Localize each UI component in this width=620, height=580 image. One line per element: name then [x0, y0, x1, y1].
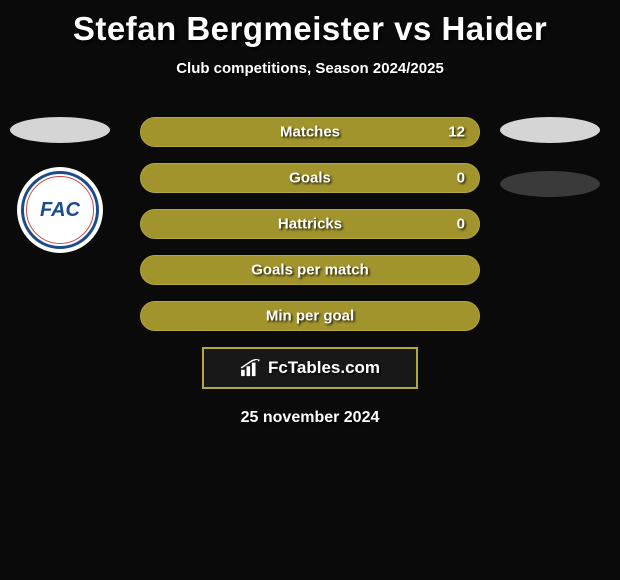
left-player-photo-placeholder — [10, 117, 110, 143]
brand-text: FcTables.com — [268, 358, 380, 378]
stat-bar-hattricks: Hattricks 0 — [140, 209, 480, 239]
stat-label: Goals per match — [251, 262, 369, 279]
stat-label: Min per goal — [266, 308, 354, 325]
stat-label: Hattricks — [278, 216, 342, 233]
left-club-logo: FAC — [17, 167, 103, 253]
left-player-column: FAC — [10, 117, 110, 253]
left-club-logo-text: FAC — [21, 171, 99, 249]
stat-bar-min-per-goal: Min per goal — [140, 301, 480, 331]
page-title: Stefan Bergmeister vs Haider — [0, 10, 620, 48]
right-player-photo-placeholder — [500, 117, 600, 143]
season-subtitle: Club competitions, Season 2024/2025 — [0, 60, 620, 77]
date-text: 25 november 2024 — [0, 409, 620, 427]
stat-bar-matches: Matches 12 — [140, 117, 480, 147]
stat-value-right: 12 — [448, 124, 465, 141]
right-player-column — [500, 117, 600, 197]
stat-bar-goals: Goals 0 — [140, 163, 480, 193]
bar-chart-icon — [240, 359, 262, 377]
stat-bar-goals-per-match: Goals per match — [140, 255, 480, 285]
stat-value-right: 0 — [457, 170, 465, 187]
brand-box: FcTables.com — [202, 347, 418, 389]
stat-label: Goals — [289, 170, 331, 187]
stat-label: Matches — [280, 124, 340, 141]
infographic-container: Stefan Bergmeister vs Haider Club compet… — [0, 0, 620, 427]
stats-area: FAC Matches 12 Goals 0 Hattricks 0 Goals… — [0, 117, 620, 427]
stat-value-right: 0 — [457, 216, 465, 233]
right-club-logo-placeholder — [500, 171, 600, 197]
stat-bars: Matches 12 Goals 0 Hattricks 0 Goals per… — [140, 117, 480, 331]
